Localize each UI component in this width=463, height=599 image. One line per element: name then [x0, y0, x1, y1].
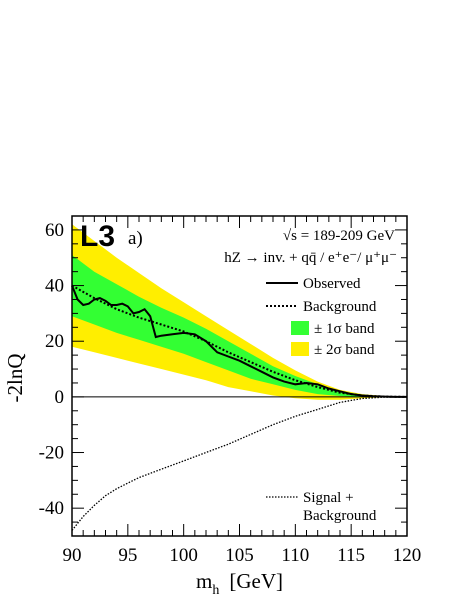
process-text: hZ → inv. + qq̄ / e⁺e⁻/ μ⁺μ⁻ [224, 250, 397, 266]
x-tick-label: 100 [169, 545, 198, 566]
legend-band2-swatch [291, 342, 309, 356]
legend-band2-label: ± 2σ band [314, 342, 375, 358]
x-tick-label: 120 [393, 545, 422, 566]
x-tick-label: 115 [337, 545, 365, 566]
y-tick-label: 40 [45, 276, 64, 297]
band-2sigma [72, 224, 407, 400]
band-1sigma [72, 255, 407, 397]
x-axis-title: mh [GeV] [196, 569, 283, 598]
legend-band1-label: ± 1σ band [314, 321, 375, 337]
y-tick-label: 0 [55, 387, 65, 408]
legend-signal-label-2: Background [303, 508, 377, 524]
y-tick-label: -20 [39, 443, 64, 464]
x-tick-label: 110 [281, 545, 309, 566]
observed-line [71, 285, 407, 398]
experiment-label: L3 [80, 220, 115, 253]
signal-background-line [71, 396, 408, 531]
plot-area [71, 224, 408, 531]
panel-label: a) [128, 228, 143, 249]
y-tick-label: -40 [39, 498, 64, 519]
legend: Observed Background ± 1σ band ± 2σ band … [266, 276, 377, 524]
plot-frame: 90 95 100 105 110 115 120 -40 -20 0 20 40 60 [39, 215, 422, 566]
y-tick-label: 20 [45, 331, 64, 352]
legend-signal-label-1: Signal + [303, 490, 354, 506]
energy-text: √s = 189-209 GeV [283, 228, 395, 244]
legend-observed-label: Observed [303, 276, 361, 292]
legend-background-label: Background [303, 299, 377, 315]
y-axis-title: -2lnQ [3, 354, 27, 403]
x-tick-label: 105 [225, 545, 254, 566]
x-tick-label: 95 [118, 545, 137, 566]
y-tick-label: 60 [45, 220, 64, 241]
legend-band1-swatch [291, 321, 309, 335]
x-tick-label: 90 [63, 545, 82, 566]
